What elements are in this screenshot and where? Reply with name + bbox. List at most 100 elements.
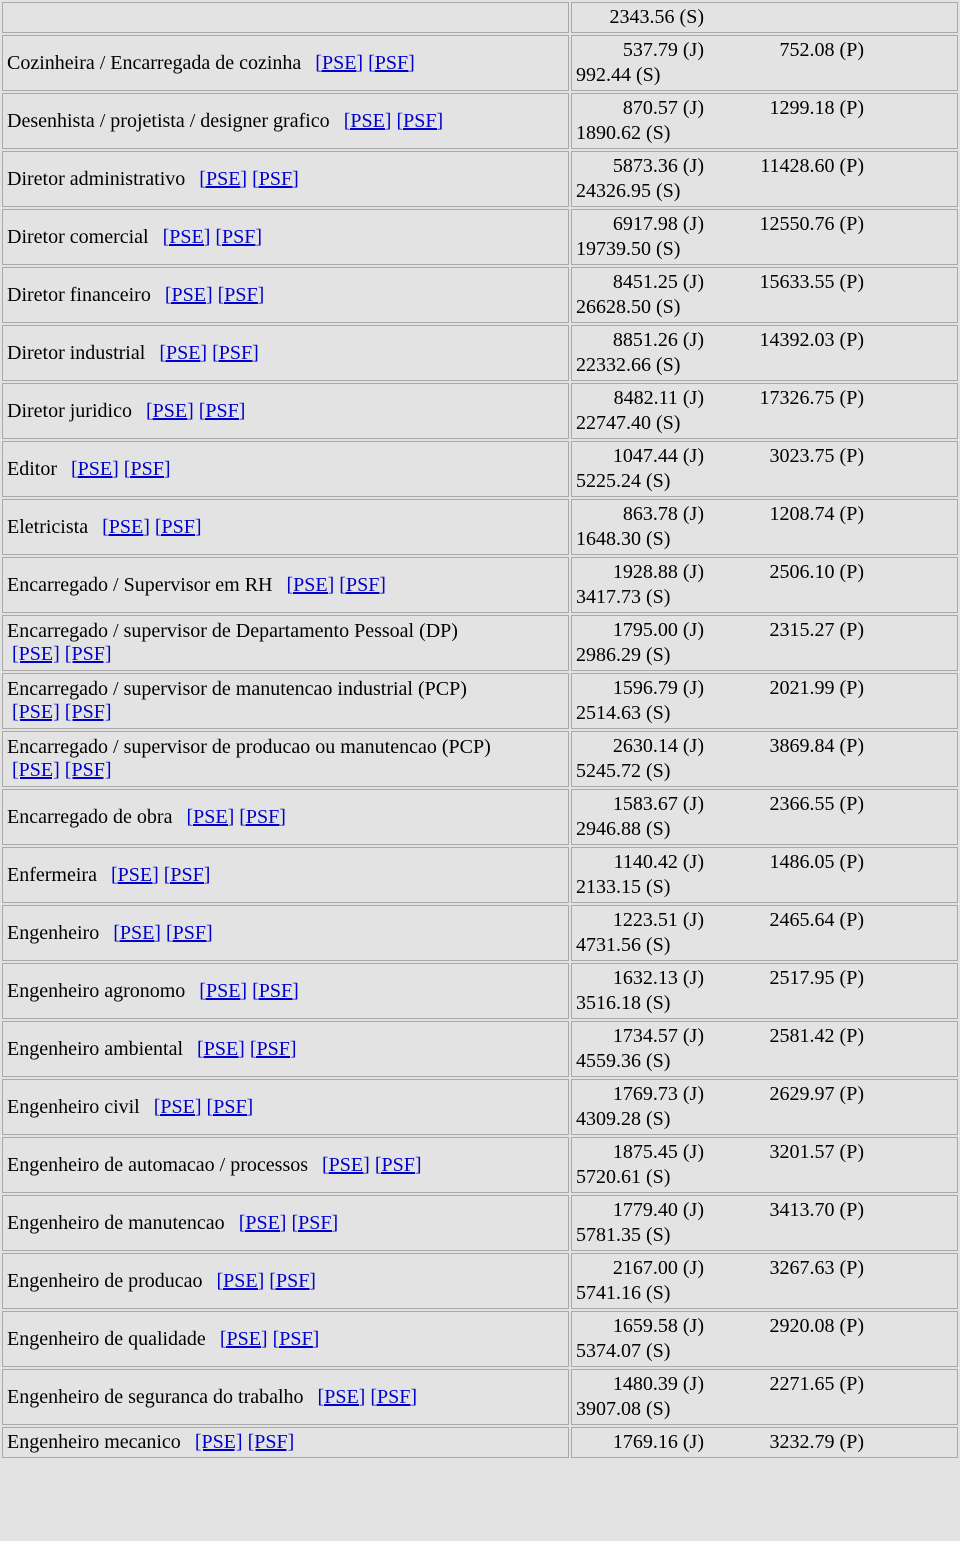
pse-link[interactable]: [PSE] <box>113 922 161 944</box>
psf-link[interactable]: [PSF] <box>252 980 299 1002</box>
psf-link[interactable]: [PSF] <box>218 284 265 306</box>
psf-link[interactable]: [PSF] <box>65 701 112 723</box>
psf-link[interactable]: [PSF] <box>291 1212 338 1234</box>
psf-link[interactable]: [PSF] <box>239 806 286 828</box>
psf-link[interactable]: [PSF] <box>269 1270 316 1292</box>
psf-link[interactable]: [PSF] <box>339 574 386 596</box>
link-group: [PSE] [PSF] <box>199 168 299 190</box>
job-title-cell: Encarregado / supervisor de manutencao i… <box>2 673 569 729</box>
table-row: Diretor industrial[PSE] [PSF]8851.26 (J)… <box>2 325 958 381</box>
salary-senior: 992.44 (S) <box>576 64 660 86</box>
pse-link[interactable]: [PSE] <box>197 1038 245 1060</box>
psf-link[interactable]: [PSF] <box>248 1431 295 1453</box>
table-row: Desenhista / projetista / designer grafi… <box>2 93 958 149</box>
job-title: Engenheiro de producao <box>7 1270 202 1292</box>
pse-link[interactable]: [PSE] <box>159 342 207 364</box>
salary-cell: 1779.40 (J)3413.70 (P)5781.35 (S) <box>571 1195 958 1251</box>
link-group: [PSE] [PSF] <box>220 1328 320 1350</box>
table-row: 2343.56 (S) <box>2 2 958 33</box>
pse-link[interactable]: [PSE] <box>199 168 247 190</box>
job-title: Engenheiro de qualidade <box>7 1328 206 1350</box>
psf-link[interactable]: [PSF] <box>199 400 246 422</box>
table-row: Engenheiro civil[PSE] [PSF]1769.73 (J)26… <box>2 1079 958 1135</box>
salary-pleno: 14392.03 (P) <box>714 328 864 353</box>
salary-pleno: 2506.10 (P) <box>714 560 864 585</box>
psf-link[interactable]: [PSF] <box>370 1386 417 1408</box>
psf-link[interactable]: [PSF] <box>166 922 213 944</box>
table-row: Diretor administrativo[PSE] [PSF]5873.36… <box>2 151 958 207</box>
job-title-cell: Engenheiro ambiental[PSE] [PSF] <box>2 1021 569 1077</box>
salary-inner: 1928.88 (J)2506.10 (P)3417.73 (S) <box>576 560 953 610</box>
table-row: Engenheiro mecanico[PSE] [PSF]1769.16 (J… <box>2 1427 958 1458</box>
psf-link[interactable]: [PSF] <box>124 458 171 480</box>
pse-link[interactable]: [PSE] <box>12 759 60 781</box>
psf-link[interactable]: [PSF] <box>368 52 415 74</box>
job-title: Enfermeira <box>7 864 97 886</box>
psf-link[interactable]: [PSF] <box>155 516 202 538</box>
psf-link[interactable]: [PSF] <box>212 342 259 364</box>
salary-cell: 1734.57 (J)2581.42 (P)4559.36 (S) <box>571 1021 958 1077</box>
pse-link[interactable]: [PSE] <box>12 701 60 723</box>
salary-inner: 8851.26 (J)14392.03 (P)22332.66 (S) <box>576 328 953 378</box>
pse-link[interactable]: [PSE] <box>216 1270 264 1292</box>
pse-link[interactable]: [PSE] <box>186 806 234 828</box>
pse-link[interactable]: [PSE] <box>344 110 392 132</box>
pse-link[interactable]: [PSE] <box>220 1328 268 1350</box>
pse-link[interactable]: [PSE] <box>12 643 60 665</box>
psf-link[interactable]: [PSF] <box>164 864 211 886</box>
salary-pleno: 2517.95 (P) <box>714 966 864 991</box>
pse-link[interactable]: [PSE] <box>146 400 194 422</box>
pse-link[interactable]: [PSE] <box>154 1096 202 1118</box>
salary-junior: 8482.11 (J) <box>576 386 704 411</box>
link-group: [PSE] [PSF] <box>71 458 171 480</box>
pse-link[interactable]: [PSE] <box>239 1212 287 1234</box>
pse-link[interactable]: [PSE] <box>111 864 159 886</box>
pse-link[interactable]: [PSE] <box>199 980 247 1002</box>
table-row: Engenheiro de manutencao [PSE] [PSF] 1779.… <box>2 1195 958 1251</box>
job-title-cell: Diretor industrial[PSE] [PSF] <box>2 325 569 381</box>
salary-pleno: 2021.99 (P) <box>714 676 864 701</box>
pse-link[interactable]: [PSE] <box>195 1431 243 1453</box>
salary-senior: 4309.28 (S) <box>576 1108 670 1130</box>
salary-senior: 2514.63 (S) <box>576 702 670 724</box>
table-row: Engenheiro de qualidade[PSE] [PSF]1659.5… <box>2 1311 958 1367</box>
table-row: Encarregado / supervisor de manutencao i… <box>2 673 958 729</box>
salary-senior: 2133.15 (S) <box>576 876 670 898</box>
pse-link[interactable]: [PSE] <box>318 1386 366 1408</box>
job-title-cell: Enfermeira [PSE] [PSF] <box>2 847 569 903</box>
pse-link[interactable]: [PSE] <box>315 52 363 74</box>
psf-link[interactable]: [PSF] <box>375 1154 422 1176</box>
salary-pleno: 1486.05 (P) <box>714 850 864 875</box>
job-title-cell: Encarregado de obra[PSE] [PSF] <box>2 789 569 845</box>
job-title: Engenheiro civil <box>7 1096 140 1118</box>
salary-cell: 1480.39 (J)2271.65 (P)3907.08 (S) <box>571 1369 958 1425</box>
salary-cell: 1928.88 (J)2506.10 (P)3417.73 (S) <box>571 557 958 613</box>
salary-junior: 870.57 (J) <box>576 96 704 121</box>
pse-link[interactable]: [PSE] <box>286 574 334 596</box>
psf-link[interactable]: [PSF] <box>396 110 443 132</box>
table-row: Editor[PSE] [PSF]1047.44 (J)3023.75 (P)5… <box>2 441 958 497</box>
psf-link[interactable]: [PSF] <box>65 643 112 665</box>
pse-link[interactable]: [PSE] <box>71 458 119 480</box>
salary-senior: 5374.07 (S) <box>576 1340 670 1362</box>
pse-link[interactable]: [PSE] <box>165 284 213 306</box>
pse-link[interactable]: [PSE] <box>102 516 150 538</box>
psf-link[interactable]: [PSF] <box>250 1038 297 1060</box>
psf-link[interactable]: [PSF] <box>65 759 112 781</box>
psf-link[interactable]: [PSF] <box>207 1096 254 1118</box>
job-title: Encarregado / Supervisor em RH <box>7 574 272 596</box>
link-group: [PSE] [PSF] <box>286 574 386 596</box>
job-title: Cozinheira / Encarregada de cozinha <box>7 52 301 74</box>
link-group: [PSE] [PSF] <box>154 1096 254 1118</box>
psf-link[interactable]: [PSF] <box>273 1328 320 1350</box>
job-title: Engenheiro de manutencao <box>7 1212 225 1234</box>
job-title-cell: Diretor financeiro[PSE] [PSF] <box>2 267 569 323</box>
job-title: Engenheiro <box>7 922 99 944</box>
psf-link[interactable]: [PSF] <box>215 226 262 248</box>
pse-link[interactable]: [PSE] <box>163 226 211 248</box>
psf-link[interactable]: [PSF] <box>252 168 299 190</box>
pse-link[interactable]: [PSE] <box>322 1154 370 1176</box>
salary-pleno: 15633.55 (P) <box>714 270 864 295</box>
job-title-cell: Engenheiro de qualidade [PSE] [PSF] <box>2 1311 569 1367</box>
job-title: Diretor juridico <box>7 400 132 422</box>
